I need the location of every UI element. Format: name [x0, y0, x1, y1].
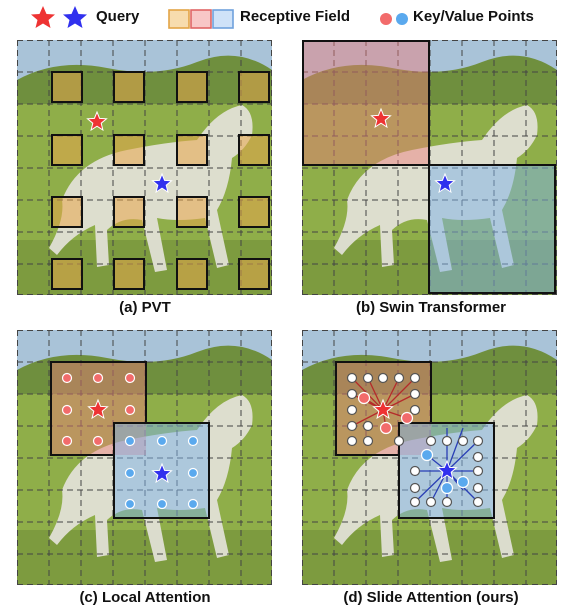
- red-query-star: [87, 398, 109, 420]
- legend-keyvalue-label: Key/Value Points: [413, 8, 534, 25]
- red-point-icon: [380, 13, 392, 25]
- caption-swin: (b) Swin Transformer: [355, 299, 507, 316]
- legend-receptive-field-label: Receptive Field: [240, 8, 351, 25]
- caption-local-attention: (c) Local Attention: [79, 589, 211, 606]
- swin-blue-window: [428, 164, 556, 294]
- swin-red-window: [302, 40, 430, 166]
- pvt-receptive-fields: [51, 71, 270, 290]
- orange-field-swatch: [168, 9, 190, 29]
- legend-query-label: Query: [96, 8, 140, 25]
- local-red-points: [61, 372, 136, 447]
- slide-blue-border: [398, 422, 495, 519]
- panel-local-attention: [17, 330, 272, 585]
- blue-query-star: [436, 459, 458, 481]
- blue-query-star: [151, 172, 173, 194]
- panel-pvt: [17, 40, 272, 295]
- caption-slide-attention: (d) Slide Attention (ours): [343, 589, 519, 606]
- swin-window-borders: [428, 41, 555, 166]
- blue-star-icon: [63, 6, 87, 28]
- legend: Query Receptive Field Key/Value Points: [0, 4, 577, 30]
- blue-field-swatch: [212, 9, 234, 29]
- legend-graphics: [31, 6, 408, 29]
- local-blue-points: [124, 435, 199, 510]
- slide-white-points: [346, 372, 484, 508]
- slide-red-points: [357, 391, 414, 435]
- local-blue-border: [113, 422, 210, 519]
- red-star-icon: [31, 6, 55, 28]
- panel-slide-attention: [302, 330, 557, 585]
- panel-swin: [302, 40, 557, 295]
- blue-point-icon: [396, 13, 408, 25]
- pink-field-swatch: [190, 9, 212, 29]
- red-query-star: [370, 107, 392, 129]
- slide-blue-points: [420, 448, 470, 495]
- blue-query-star: [434, 172, 456, 194]
- blue-query-star: [151, 462, 173, 484]
- red-query-star: [86, 110, 108, 132]
- caption-pvt: (a) PVT: [119, 299, 171, 316]
- red-query-star: [372, 398, 394, 420]
